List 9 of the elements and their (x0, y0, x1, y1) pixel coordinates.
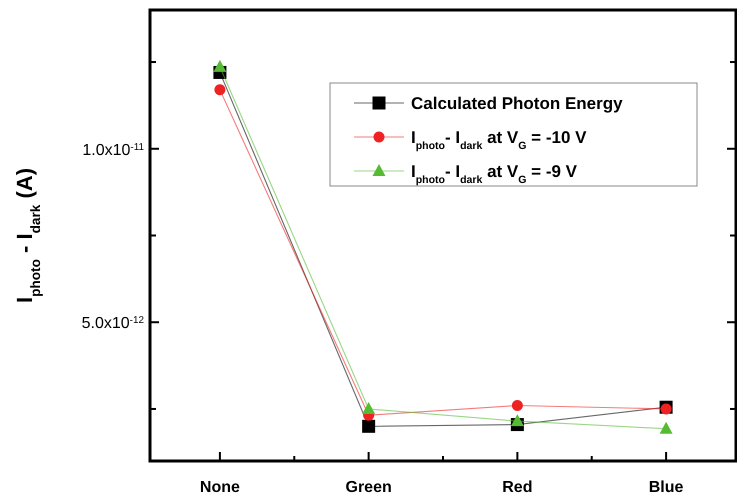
y-tick-label: 5.0x10$^{-12}$ (82, 314, 144, 332)
legend-label: I$_{photo}$- I$_{dark}$ at V$_{G}$ = -9 V (411, 162, 578, 186)
x-tick-label: None (200, 479, 240, 493)
y-tick-label: 1.0x10$^{-11}$ (82, 141, 144, 159)
legend-label: I$_{photo}$- I$_{dark}$ at V$_{G}$ = -10 V (411, 128, 588, 152)
x-tick-label: Blue (648, 479, 684, 493)
legend-label: Calculated Photon Energy (411, 94, 624, 113)
x-tick-label: Green (346, 479, 392, 493)
x-tick-label: Red (502, 479, 532, 493)
